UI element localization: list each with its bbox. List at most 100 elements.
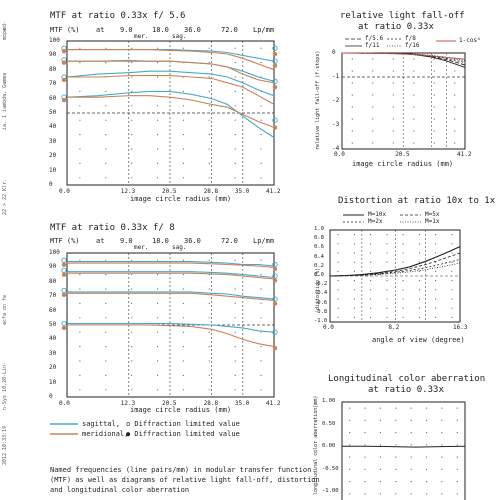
rlf-grid-dot — [372, 82, 374, 84]
mtf56-ytick-label: 50 — [49, 109, 57, 116]
mtf56-diffraction-mer-marker — [61, 49, 67, 54]
lca-grid-dot — [441, 456, 443, 458]
lca-grid-dot — [364, 444, 366, 446]
dist-grid-dot — [402, 298, 404, 300]
dist-grid-dot — [370, 298, 372, 300]
mtf8-grid-dot — [182, 374, 184, 376]
lca-grid-dot — [379, 432, 381, 434]
dist-grid-dot — [353, 316, 355, 318]
mtf8-grid-dot — [234, 288, 236, 290]
mtf56-grid-dot — [105, 162, 107, 164]
dist-ytick-label: 0.0 — [314, 272, 324, 278]
mtf8-grid-dot — [157, 374, 159, 376]
lca-grid-dot — [395, 468, 397, 470]
mtf56-grid-dot — [208, 76, 210, 78]
dist-grid-dot — [402, 307, 404, 309]
mtf8-ytick-label: 90 — [49, 263, 57, 271]
mtf56-grid-dot — [182, 119, 184, 121]
mtf8-header-18: 18.0 — [152, 237, 169, 245]
rlf-grid-dot — [392, 94, 394, 96]
mtf8-grid-dot — [131, 389, 133, 391]
lca-grid-dot — [426, 419, 428, 421]
mtf8-grid-dot — [260, 360, 262, 362]
lca-grid-dot — [426, 444, 428, 446]
rlf-grid-dot — [454, 142, 456, 144]
dist-grid-dot — [418, 280, 420, 282]
mtf56-grid-dot — [105, 62, 107, 64]
mtf56-grid-dot — [131, 76, 133, 78]
mtf8-grid-dot — [234, 374, 236, 376]
mtf56-grid-dot — [157, 148, 159, 150]
dist-grid-dot — [353, 252, 355, 254]
dist-grid-dot — [402, 234, 404, 236]
mtf56-grid-dot — [131, 105, 133, 107]
mtf8-grid-dot — [260, 331, 262, 333]
mtf56-grid-dot — [79, 162, 81, 164]
lca-grid-dot — [349, 493, 351, 495]
lca-grid-dot — [456, 444, 458, 446]
mtf8-grid-dot — [182, 317, 184, 319]
mtf56-header-mtf: MTF (%) — [50, 26, 80, 34]
dist-grid-dot — [435, 316, 437, 318]
mtf56-grid-dot — [260, 119, 262, 121]
mtf56-grid-dot — [157, 119, 159, 121]
mtf56-header-9: 9.0 — [120, 26, 133, 34]
legend-sagittal-label: sagittal, — [82, 420, 120, 428]
dist-grid-dot — [386, 307, 388, 309]
mtf8-grid-dot — [208, 317, 210, 319]
footer-caption: Named frequencies (line pairs/mm) in mod… — [50, 466, 320, 494]
dist-grid-dot — [402, 243, 404, 245]
rlf-title-1: relative light fall-off — [340, 11, 465, 21]
dist-grid-dot — [402, 261, 404, 263]
mtf8-grid-dot — [79, 274, 81, 276]
legend-meridional-diffraction: ● Diffraction limited value — [126, 430, 240, 438]
lca-grid-dot — [349, 419, 351, 421]
mtf8-grid-dot — [157, 288, 159, 290]
dist-grid-dot — [370, 289, 372, 291]
dist-grid-dot — [418, 289, 420, 291]
mtf8-grid-dot — [234, 346, 236, 348]
mtf8-grid-dot — [105, 302, 107, 304]
dist-grid-dot — [337, 261, 339, 263]
mtf56-ytick-label: 100 — [49, 37, 60, 44]
lca-grid-dot — [395, 493, 397, 495]
mtf8-grid-dot — [182, 346, 184, 348]
dist-grid-dot — [386, 234, 388, 236]
dist-grid-dot — [435, 270, 437, 272]
rlf-xtick-label: 20.5 — [395, 151, 410, 158]
rlf-frame — [341, 52, 466, 150]
mtf8-ytick-label: 40 — [49, 335, 57, 343]
mtf8-diffraction-mer-marker — [61, 262, 67, 267]
mtf56-diffraction-sag-marker-right — [272, 45, 278, 51]
rlf-grid-dot — [454, 106, 456, 108]
mtf8-diffraction-sag-marker — [61, 267, 67, 273]
mtf8-grid-dot — [79, 374, 81, 376]
mtf8-grid-dot — [260, 389, 262, 391]
mtf56-grid-dot — [105, 105, 107, 107]
mtf56-ytick-label: 90 — [49, 51, 57, 59]
dist-grid-dot — [451, 298, 453, 300]
lca-grid-dot — [395, 432, 397, 434]
mtf56-grid-dot — [208, 177, 210, 179]
mtf56-ytick-label: 30 — [49, 137, 57, 145]
dist-grid-dot — [435, 298, 437, 300]
lca-grid-dot — [456, 407, 458, 409]
mtf8-xtick-label: 20.5 — [161, 400, 177, 407]
rlf-ytick-label: -1 — [332, 73, 340, 80]
rlf-ytick-label: -2 — [332, 97, 340, 104]
lca-series — [342, 445, 466, 448]
mtf56-grid-dot — [208, 148, 210, 150]
mtf56-header-72: 72.0 — [221, 26, 238, 34]
mtf56-grid-dot — [182, 177, 184, 179]
mtf8-grid-dot — [157, 317, 159, 319]
mtf8-grid-dot — [157, 331, 159, 333]
dist-legend-5x: M=5x — [425, 211, 440, 218]
mtf56-grid-dot — [79, 119, 81, 121]
dist-ytick-label: 0.6 — [314, 244, 324, 251]
mtf8-grid-dot — [105, 389, 107, 391]
dist-grid-dot — [337, 280, 339, 282]
dist-grid-dot — [451, 252, 453, 254]
lca-grid-dot — [379, 468, 381, 470]
dist-grid-dot — [386, 252, 388, 254]
lca-frame — [341, 401, 466, 500]
